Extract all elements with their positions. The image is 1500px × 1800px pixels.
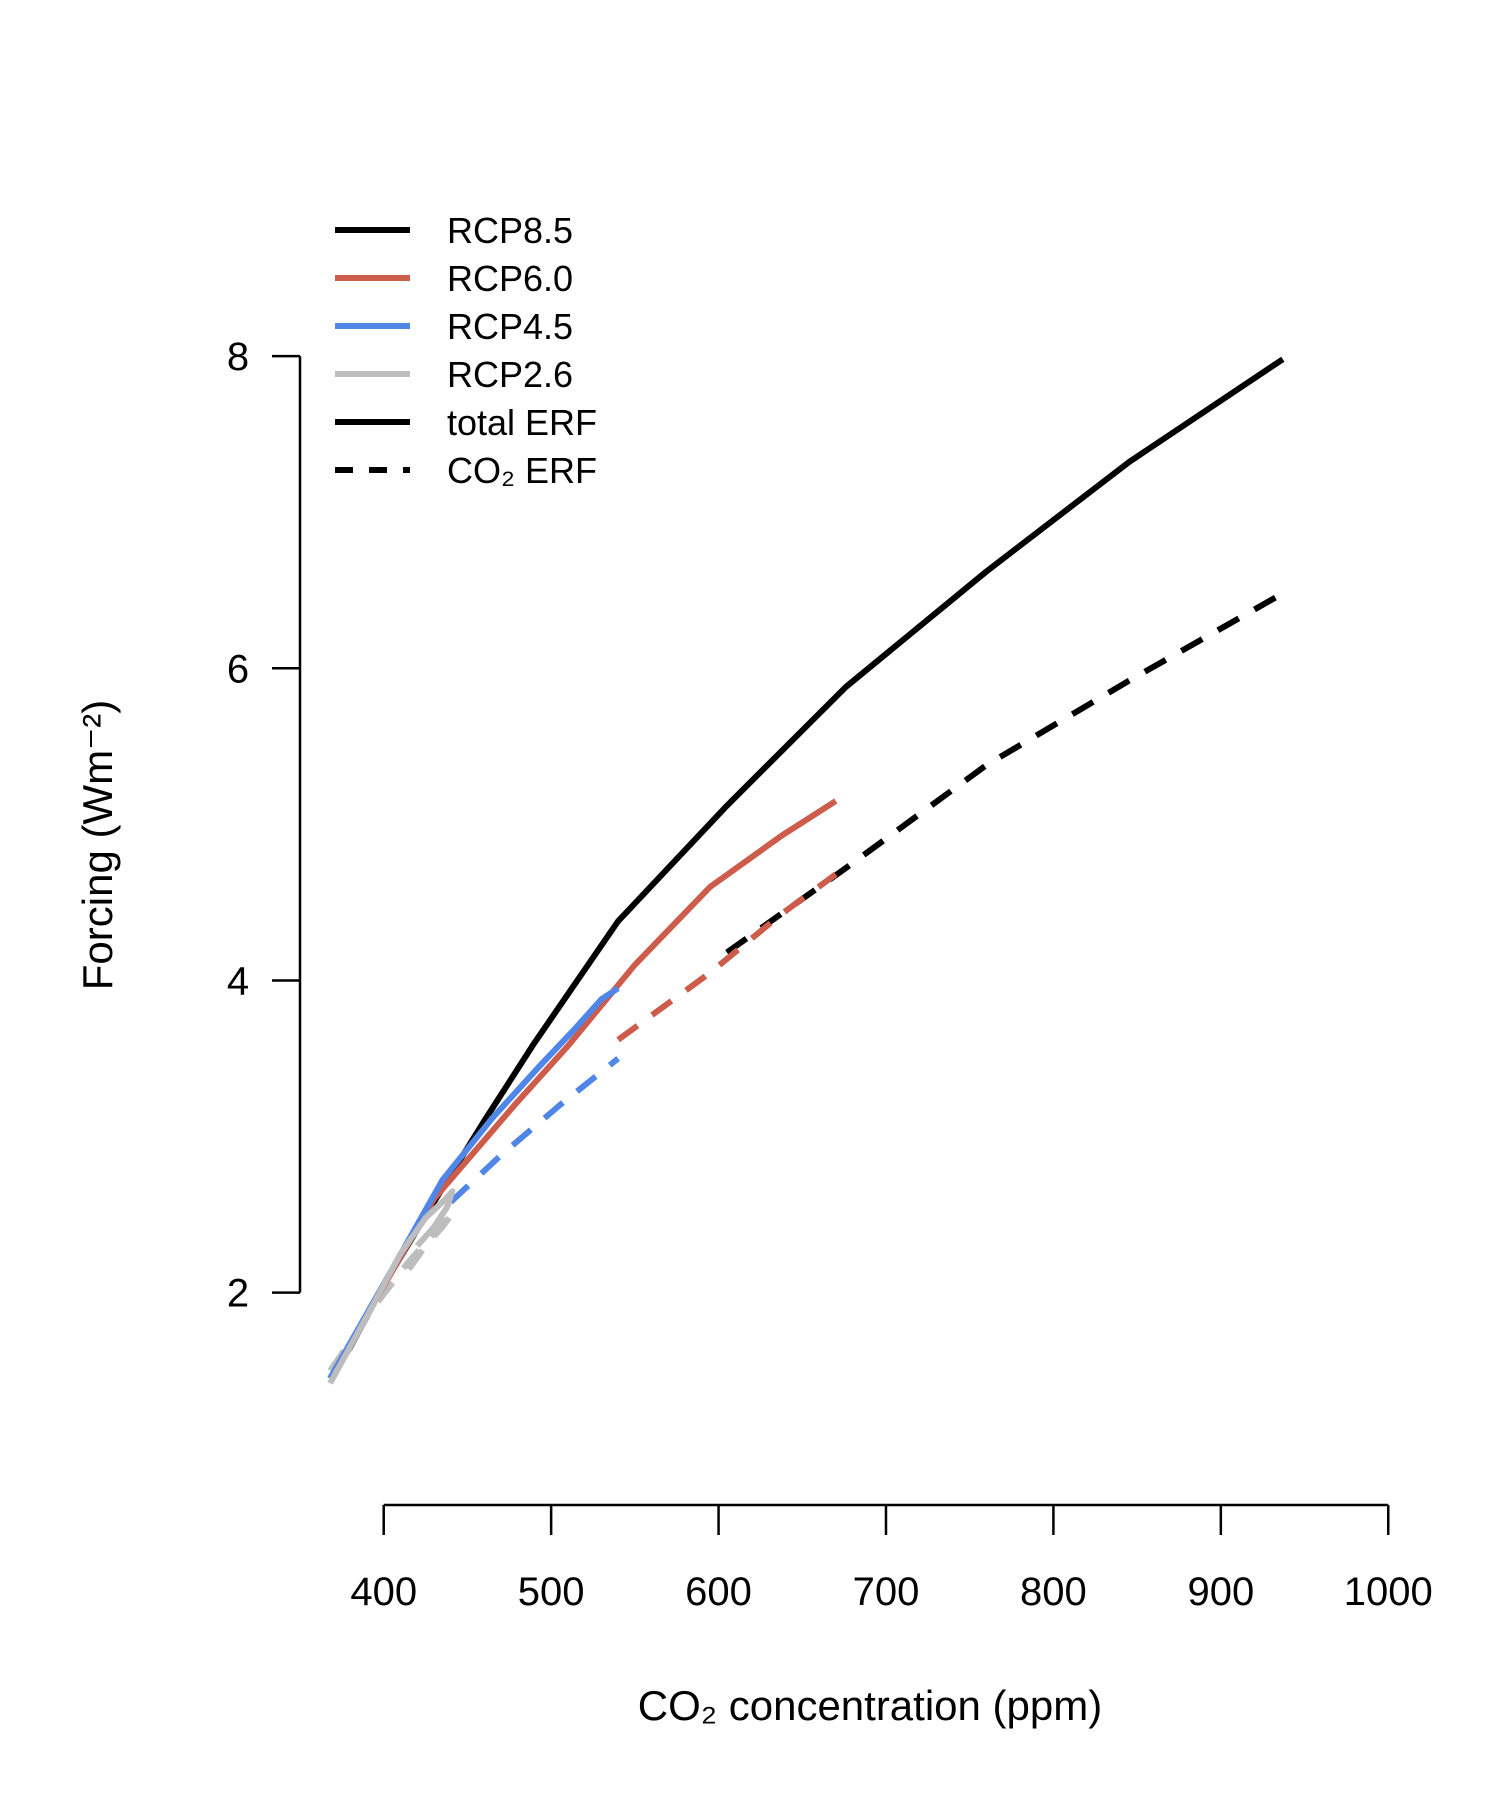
x-tick-label: 600 bbox=[685, 1570, 752, 1614]
x-tick-label: 700 bbox=[853, 1570, 920, 1614]
y-tick-label: 6 bbox=[227, 647, 249, 691]
legend-label-rcp6-0: RCP6.0 bbox=[447, 258, 573, 299]
legend-label-rcp8-5: RCP8.5 bbox=[447, 210, 573, 251]
legend-label-co-erf: CO₂ ERF bbox=[447, 450, 597, 491]
series-line-rcp6-0-co-erf bbox=[616, 871, 838, 1043]
legend-label-total-erf: total ERF bbox=[447, 402, 597, 443]
x-tick-label: 400 bbox=[350, 1570, 417, 1614]
x-axis-title: CO₂ concentration (ppm) bbox=[638, 1682, 1102, 1729]
series-line-rcp4-5-total-erf bbox=[327, 985, 620, 1380]
y-axis-title: Forcing (Wm⁻²) bbox=[74, 700, 121, 990]
x-tick-label: 800 bbox=[1020, 1570, 1087, 1614]
series-line-rcp2-6-co-erf bbox=[327, 1208, 457, 1373]
y-tick-label: 8 bbox=[227, 335, 249, 379]
series-line-rcp8-5-co-erf bbox=[725, 590, 1285, 955]
x-tick-label: 500 bbox=[518, 1570, 585, 1614]
x-tick-label: 1000 bbox=[1344, 1570, 1433, 1614]
series-layer bbox=[327, 356, 1285, 1385]
y-axis: 2 4 6 8 bbox=[227, 335, 302, 1316]
y-tick-label: 4 bbox=[227, 959, 249, 1003]
series-line-rcp2-6-total-erf bbox=[327, 1188, 456, 1385]
series-line-rcp4-5-co-erf bbox=[448, 1056, 620, 1205]
legend: RCP8.5 RCP6.0 RCP4.5 RCP2.6 total ERF CO₂ ERF bbox=[335, 210, 597, 491]
legend-label-rcp4-5: RCP4.5 bbox=[447, 306, 573, 347]
legend-label-rcp2-6: RCP2.6 bbox=[447, 354, 573, 395]
y-tick-label: 2 bbox=[227, 1272, 249, 1316]
x-axis: 400 500 600 700 800 900 1000 bbox=[350, 1503, 1433, 1614]
series-line-rcp8-5-total-erf bbox=[327, 356, 1285, 1381]
x-tick-label: 900 bbox=[1187, 1570, 1254, 1614]
